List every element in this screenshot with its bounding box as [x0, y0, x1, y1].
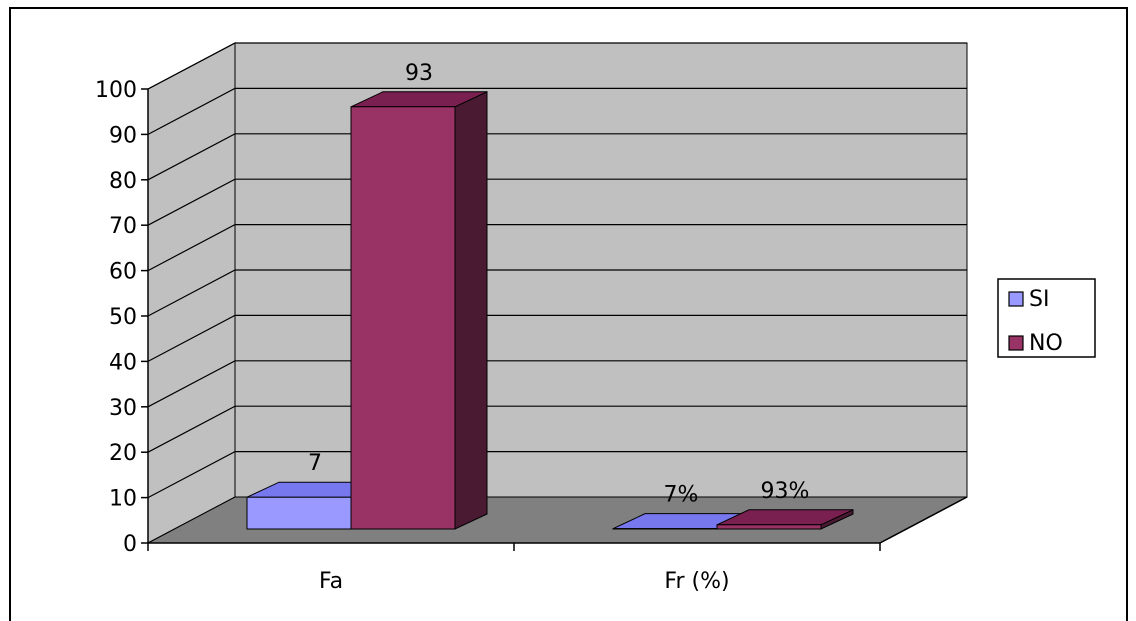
y-tick-label: 40: [109, 350, 137, 375]
bar-no: [716, 508, 854, 530]
y-tick-label: 80: [109, 169, 137, 194]
legend-swatch-si: [1008, 291, 1024, 307]
legend-swatch-no: [1008, 335, 1024, 351]
gridlines: [147, 42, 967, 499]
gridline: [147, 405, 967, 453]
gridline: [147, 269, 967, 317]
data-labels: 7 93 7% 93%: [308, 61, 809, 508]
bars: [246, 90, 854, 530]
chart-walls: [147, 42, 968, 544]
data-label: 93%: [761, 479, 810, 504]
bar-no: [350, 90, 488, 530]
legend-label-no: NO: [1029, 331, 1063, 356]
gridline: [147, 314, 967, 362]
data-label: 93: [405, 61, 433, 86]
gridline: [147, 87, 967, 135]
y-tick-label: 10: [109, 487, 137, 512]
axes: 0 10 20 30 40 50 60 70 80 90 100 Fa Fr (%): [95, 78, 968, 594]
legend-label-si: SI: [1029, 287, 1049, 312]
data-label: 7: [308, 451, 322, 476]
gridline: [147, 178, 967, 226]
x-category-label: Fa: [319, 569, 343, 594]
bar-front: [246, 496, 352, 530]
data-label: 7%: [664, 483, 699, 508]
gridline: [147, 360, 967, 408]
gridline: [147, 133, 967, 181]
y-tick-label: 0: [123, 532, 137, 557]
y-tick-label: 20: [109, 441, 137, 466]
bar-side: [454, 90, 488, 530]
legend: SI NO: [997, 278, 1096, 358]
y-tick-label: 90: [109, 123, 137, 148]
y-tick-label: 30: [109, 396, 137, 421]
y-tick-label: 60: [109, 260, 137, 285]
x-axis-depth-edge: [879, 496, 968, 544]
gridline: [147, 224, 967, 272]
gridline: [147, 451, 967, 499]
bar-front: [350, 106, 456, 530]
gridline: [147, 42, 967, 90]
bar-front: [716, 524, 822, 530]
y-tick-label: 70: [109, 214, 137, 239]
x-category-label: Fr (%): [664, 569, 729, 594]
y-tick-label: 50: [109, 305, 137, 330]
y-tick-label: 100: [95, 78, 137, 103]
